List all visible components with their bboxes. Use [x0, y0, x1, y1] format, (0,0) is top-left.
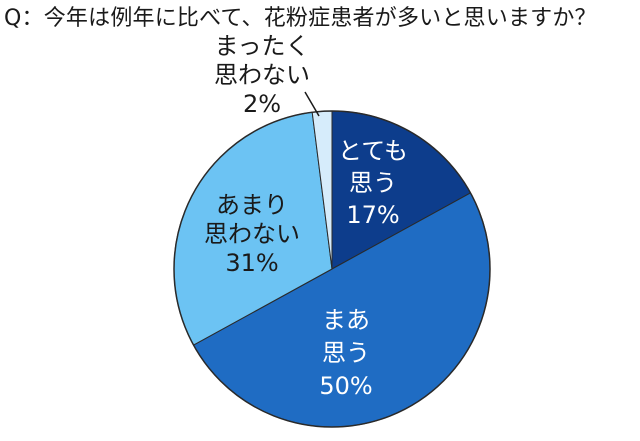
slice-label-3: まったく [214, 32, 309, 60]
leader-line [304, 91, 320, 117]
slice-label-1: 思う [322, 339, 370, 367]
slice-label-2: 思わない [204, 220, 300, 248]
pie-slices [173, 110, 491, 428]
slice-value-label-3: 2% [243, 90, 281, 118]
slice-value-label-0: 17% [346, 201, 399, 229]
slice-label-0: 思う [349, 169, 397, 197]
chart-title: Q：今年は例年に比べて、花粉症患者が多いと思いますか？ [4, 6, 597, 31]
slice-label-3: 思わない [214, 61, 310, 89]
pie-outline [173, 110, 491, 428]
slice-label-1: まあ [322, 306, 370, 334]
slice-label-0: とても [338, 137, 408, 165]
slice-value-label-2: 31% [225, 249, 278, 277]
slice-value-label-1: 50% [319, 372, 372, 400]
slice-label-2: あまり [216, 191, 288, 219]
